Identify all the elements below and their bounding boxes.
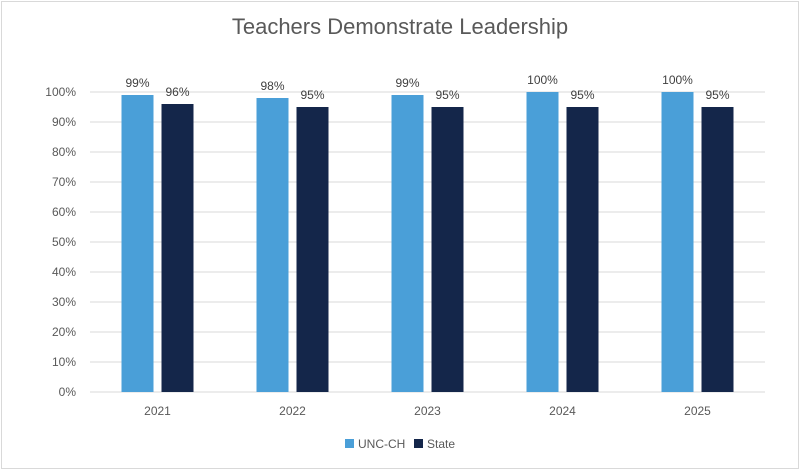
data-label: 98%: [260, 79, 284, 93]
x-tick-label: 2025: [684, 404, 711, 418]
data-label: 95%: [705, 88, 729, 102]
data-label: 95%: [300, 88, 324, 102]
legend: UNC-CH State: [345, 437, 455, 451]
x-tick-label: 2023: [414, 404, 441, 418]
x-axis-ticks: 2021 2022 2023 2024 2025: [144, 404, 711, 418]
data-labels: 99% 96% 98% 95% 99% 95% 100% 95% 100% 95%: [125, 73, 729, 102]
gridlines: [90, 91, 765, 393]
y-tick-label: 90%: [52, 115, 76, 129]
data-label: 95%: [435, 88, 459, 102]
y-tick-label: 80%: [52, 145, 76, 159]
bar-unc-ch-2024: [526, 92, 559, 392]
y-tick-label: 40%: [52, 265, 76, 279]
x-tick-label: 2024: [549, 404, 576, 418]
legend-swatch: [414, 439, 423, 448]
y-axis-ticks: 0% 10% 20% 30% 40% 50% 60% 70% 80% 90% 100%: [45, 85, 76, 399]
data-label: 100%: [662, 73, 693, 87]
bars: [121, 92, 734, 392]
bar-state-2025: [701, 107, 734, 392]
y-tick-label: 20%: [52, 325, 76, 339]
x-tick-label: 2022: [279, 404, 306, 418]
data-label: 100%: [527, 73, 558, 87]
legend-swatch: [345, 439, 354, 448]
legend-label: UNC-CH: [358, 437, 405, 451]
bar-state-2024: [566, 107, 599, 392]
data-label: 99%: [125, 76, 149, 90]
chart-title: Teachers Demonstrate Leadership: [231, 14, 569, 39]
y-tick-label: 10%: [52, 355, 76, 369]
bar-unc-ch-2021: [121, 95, 154, 392]
legend-label: State: [427, 437, 455, 451]
bar-state-2021: [161, 104, 194, 392]
y-tick-label: 30%: [52, 295, 76, 309]
data-label: 99%: [395, 76, 419, 90]
y-tick-label: 100%: [45, 85, 76, 99]
y-tick-label: 60%: [52, 205, 76, 219]
bar-unc-ch-2025: [661, 92, 694, 392]
y-tick-label: 50%: [52, 235, 76, 249]
bar-unc-ch-2022: [256, 98, 289, 392]
bar-state-2022: [296, 107, 329, 392]
data-label: 95%: [570, 88, 594, 102]
y-tick-label: 0%: [59, 385, 77, 399]
bar-state-2023: [431, 107, 464, 392]
x-tick-label: 2021: [144, 404, 171, 418]
y-tick-label: 70%: [52, 175, 76, 189]
bar-unc-ch-2023: [391, 95, 424, 392]
data-label: 96%: [165, 85, 189, 99]
